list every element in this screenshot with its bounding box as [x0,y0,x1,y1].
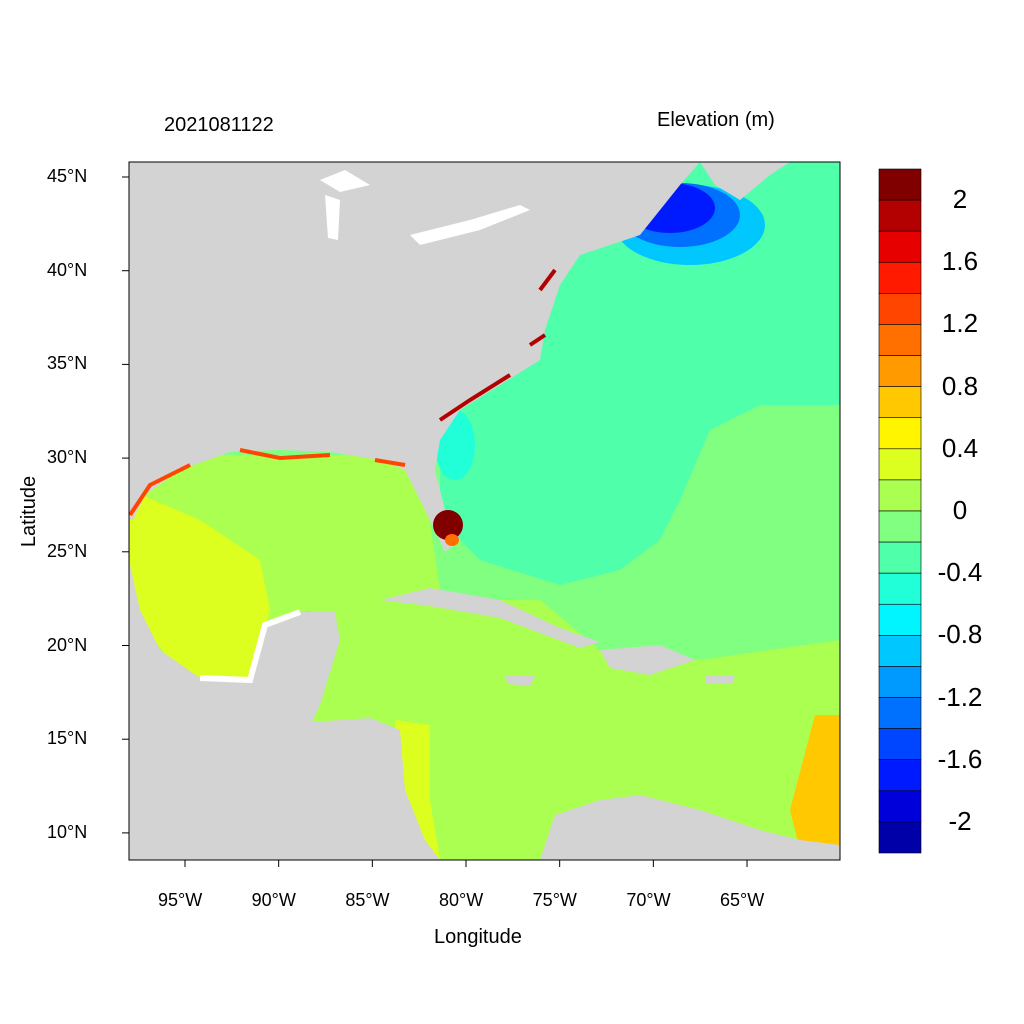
colorbar-swatch [878,324,922,356]
y-axis-label: Latitude [18,475,41,548]
x-tick-label: 65°W [720,890,765,910]
y-ticks [122,176,129,834]
colorbar-label: -2 [948,805,972,836]
florida-tip-surge-edge [445,534,459,546]
colorbar-swatch [878,417,922,450]
jamaica-land [505,676,535,686]
colorbar [878,168,922,854]
colorbar-label: -0.8 [937,619,983,650]
y-tick-label: 15°N [47,728,88,749]
colorbar-swatch [878,168,922,201]
puerto-rico-land [705,676,735,684]
colorbar-swatch [878,510,922,543]
y-tick-label: 45°N [47,166,88,186]
colorbar-swatch [878,386,922,419]
colorbar-swatch [878,541,922,574]
east-coast-surge [438,268,557,422]
x-ticks [184,860,748,867]
lake-superior [320,170,370,192]
colorbar-swatch [878,479,922,512]
x-tick-label: 75°W [532,890,577,910]
y-tick-label: 20°N [47,634,88,655]
colorbar-label: 2 [952,184,968,215]
colorbar-label: 0.4 [941,432,979,463]
y-tick-label: 35°N [47,353,88,374]
colorbar-label: 1.6 [941,246,979,277]
colorbar-label: 1.2 [941,308,979,339]
variable-title: Elevation (m) [657,109,775,131]
y-tick-label: 30°N [47,447,88,468]
northwest-atlantic-water [440,162,840,585]
colorbar-swatch [878,759,922,792]
colorbar-label: 0 [952,495,968,525]
x-tick-label: 90°W [251,890,296,910]
colorbar-swatch [878,261,922,294]
cuba-land [380,588,600,648]
hispaniola-land [600,645,695,675]
x-axis-label: Longitude [434,926,522,948]
colorbar-swatch [878,790,922,823]
northern-gulf-coast-surge [129,448,406,517]
x-tick-label: 85°W [345,890,390,910]
x-tick-label: 80°W [439,890,484,910]
colorbar-label: -1.6 [937,743,983,774]
colorbar-swatch [878,635,922,667]
timestamp-title: 2021081122 [164,114,274,136]
colorbar-label: -1.2 [937,681,983,712]
colorbar-swatch [878,821,922,854]
caribbean-water [310,600,840,860]
nova-scotia-land [700,162,790,200]
colorbar-swatch [878,572,922,605]
lake-erie-ontario [410,205,530,245]
lesser-antilles-water [790,715,840,860]
y-tick-label: 40°N [47,259,88,280]
colorbar-swatch [878,448,922,481]
map-area [129,162,840,860]
y-tick-label: 10°N [47,821,88,842]
colorbar-swatch [878,230,922,263]
lake-michigan [325,195,340,240]
florida-tip-surge [433,510,463,540]
x-tick-label: 70°W [626,890,671,910]
y-tick-label: 25°N [47,540,88,561]
north-america-land [129,162,700,552]
colorbar-swatch [878,728,922,761]
colorbar-swatch [878,666,922,698]
south-america-land [540,795,840,860]
colorbar-swatch [878,697,922,729]
western-gulf-water [130,490,270,685]
colorbar-swatch [878,355,922,387]
colorbar-swatch [878,293,922,325]
colorbar-label: 0.8 [941,370,979,401]
x-tick-label: 95°W [158,890,203,910]
yucatan-coast-strip [199,609,302,684]
colorbar-swatch [878,199,922,232]
mexico-central-america-land [129,560,440,860]
colorbar-swatch [878,603,922,636]
colorbar-label: -0.4 [937,557,983,588]
plot-frame [128,161,841,861]
